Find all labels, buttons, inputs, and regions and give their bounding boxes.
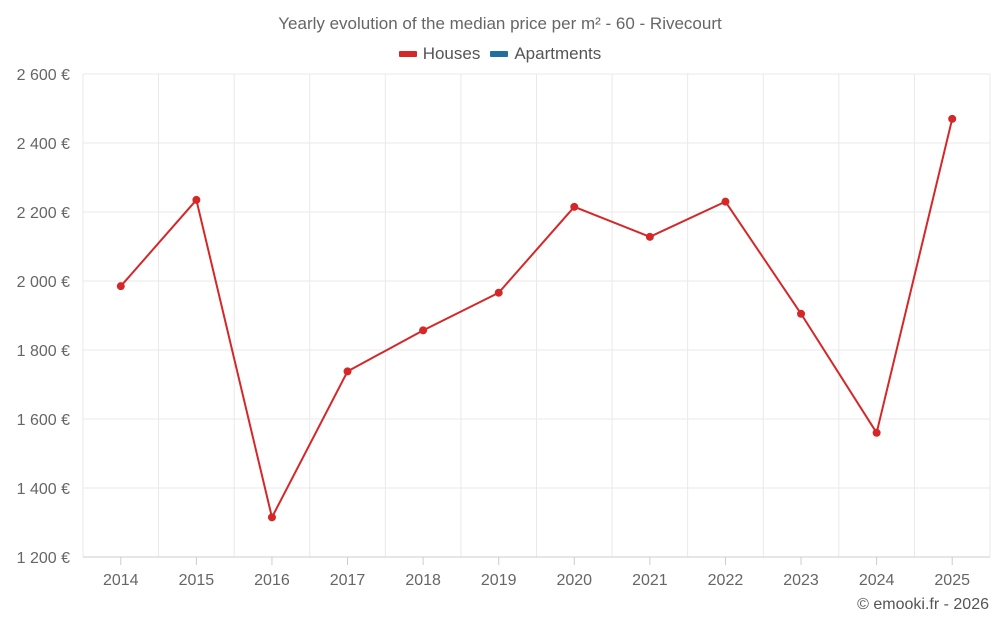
- x-tick-label: 2021: [632, 572, 668, 589]
- x-tick-label: 2019: [481, 572, 517, 589]
- data-point-houses-2014: [116, 282, 125, 291]
- legend-swatch-houses: [398, 51, 417, 57]
- credit-text: © emooki.fr - 2026: [857, 596, 989, 613]
- data-point-houses-2019: [494, 288, 503, 297]
- data-point-houses-2020: [570, 202, 579, 211]
- y-tick-label: 2 200 €: [17, 205, 70, 222]
- x-tick-label: 2020: [556, 572, 592, 589]
- data-point-houses-2022: [721, 197, 730, 206]
- y-tick-label: 1 400 €: [17, 481, 70, 498]
- data-point-houses-2018: [419, 326, 428, 335]
- x-tick-label: 2023: [783, 572, 819, 589]
- x-tick-label: 2016: [254, 572, 290, 589]
- legend: Houses Apartments: [0, 44, 1000, 64]
- y-tick-label: 1 600 €: [17, 412, 70, 429]
- data-point-houses-2024: [872, 428, 881, 437]
- chart-title: Yearly evolution of the median price per…: [278, 14, 722, 33]
- data-point-houses-2017: [343, 367, 352, 376]
- y-axis: 1 200 € 1 400 € 1 600 € 1 800 € 2 000 € 2 200…: [17, 67, 70, 567]
- legend-swatch-apartments: [490, 51, 509, 57]
- series-layer: [116, 114, 957, 522]
- x-tick-label: 2024: [859, 572, 895, 589]
- x-tick-label: 2022: [708, 572, 744, 589]
- x-tick-label: 2025: [934, 572, 970, 589]
- legend-item-apartments[interactable]: Apartments: [490, 44, 601, 64]
- x-axis: 2014 2015 2016 2017 2018 2019 2020 2021 2022 2023…: [83, 556, 990, 589]
- x-tick-label: 2015: [179, 572, 215, 589]
- y-tick-label: 2 400 €: [17, 136, 70, 153]
- grid: [82, 73, 991, 558]
- y-tick-label: 1 200 €: [17, 550, 70, 567]
- data-point-houses-2015: [192, 195, 201, 204]
- data-point-houses-2016: [267, 513, 276, 522]
- data-point-houses-2025: [948, 114, 957, 123]
- legend-label-apartments: Apartments: [514, 44, 602, 63]
- y-tick-label: 1 800 €: [17, 343, 70, 360]
- legend-item-houses[interactable]: Houses: [398, 44, 481, 64]
- x-tick-label: 2014: [103, 572, 139, 589]
- series-line-houses: [120, 118, 954, 519]
- y-tick-label: 2 000 €: [17, 274, 70, 291]
- data-point-houses-2021: [645, 232, 654, 241]
- x-tick-label: 2017: [330, 572, 366, 589]
- data-point-houses-2023: [797, 309, 806, 318]
- legend-label-houses: Houses: [422, 44, 481, 63]
- y-tick-label: 2 600 €: [17, 67, 70, 84]
- x-tick-label: 2018: [405, 572, 441, 589]
